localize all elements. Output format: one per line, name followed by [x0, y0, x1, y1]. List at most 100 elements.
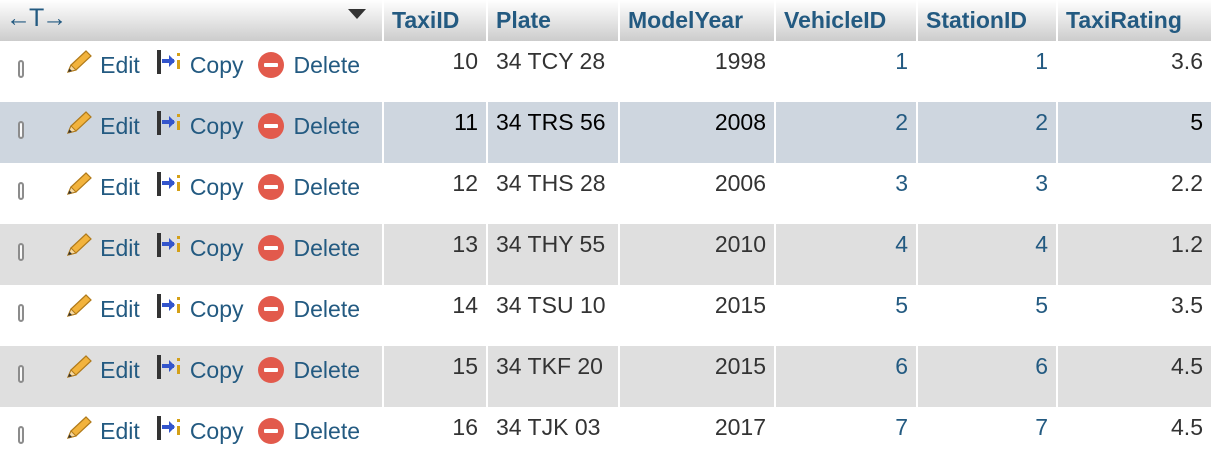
- column-header-modelyear[interactable]: ModelYear: [620, 0, 776, 41]
- copy-link[interactable]: Copy: [154, 48, 244, 82]
- table-row[interactable]: Edit Copy Delete 15 34 TKF 20 2015 6 6 4…: [0, 346, 1213, 407]
- cell-taxiid: 13: [384, 224, 488, 285]
- table-row[interactable]: Edit Copy Delete 11 34 TRS 56 2008 2 2 5: [0, 102, 1213, 163]
- delete-link[interactable]: Delete: [257, 417, 360, 445]
- copy-icon: [154, 109, 184, 143]
- row-actions-cell: Edit Copy Delete: [0, 407, 384, 468]
- table-row[interactable]: Edit Copy Delete 12 34 THS 28 2006 3 3 2…: [0, 163, 1213, 224]
- edit-label: Edit: [100, 51, 140, 78]
- copy-link[interactable]: Copy: [154, 414, 244, 448]
- copy-link[interactable]: Copy: [154, 109, 244, 143]
- pencil-icon: [64, 292, 94, 326]
- row-actions-cell: Edit Copy Delete: [0, 163, 384, 224]
- row-checkbox[interactable]: [18, 120, 25, 139]
- delete-icon: [257, 235, 284, 261]
- copy-link[interactable]: Copy: [154, 292, 244, 326]
- copy-label: Copy: [189, 234, 244, 261]
- cell-vehicleid-link[interactable]: 7: [776, 407, 918, 468]
- cell-vehicleid-link[interactable]: 3: [776, 163, 918, 224]
- copy-icon: [154, 353, 184, 387]
- row-actions-cell: Edit Copy Delete: [0, 285, 384, 346]
- pencil-icon: [64, 231, 94, 265]
- cell-taxirating: 3.6: [1058, 41, 1213, 102]
- cell-vehicleid-link[interactable]: 2: [776, 102, 918, 163]
- cell-taxirating: 2.2: [1058, 163, 1213, 224]
- cell-vehicleid-link[interactable]: 6: [776, 346, 918, 407]
- delete-link[interactable]: Delete: [257, 173, 360, 201]
- copy-link[interactable]: Copy: [154, 170, 244, 204]
- cell-stationid-link[interactable]: 7: [918, 407, 1058, 468]
- cell-modelyear: 2006: [620, 163, 776, 224]
- delete-label: Delete: [293, 112, 360, 139]
- row-checkbox[interactable]: [18, 242, 25, 261]
- cell-plate: 34 TKF 20: [488, 346, 620, 407]
- delete-label: Delete: [293, 173, 360, 200]
- cell-vehicleid-link[interactable]: 1: [776, 41, 918, 102]
- cell-plate: 34 TCY 28: [488, 41, 620, 102]
- cell-stationid-link[interactable]: 3: [918, 163, 1058, 224]
- delete-link[interactable]: Delete: [257, 296, 360, 323]
- cell-vehicleid-link[interactable]: 5: [776, 285, 918, 346]
- table-row[interactable]: Edit Copy Delete 14 34 TSU 10 2015 5 5 3…: [0, 285, 1213, 346]
- delete-link[interactable]: Delete: [257, 235, 360, 262]
- row-checkbox[interactable]: [18, 181, 25, 200]
- column-header-taxirating[interactable]: TaxiRating: [1058, 0, 1213, 41]
- table-row[interactable]: Edit Copy Delete 16 34 TJK 03 2017 7 7 4…: [0, 407, 1213, 468]
- cell-taxirating: 4.5: [1058, 407, 1213, 468]
- edit-label: Edit: [100, 234, 140, 261]
- header-row: ←T→ TaxiID Plate ModelYear VehicleID Sta…: [0, 0, 1213, 41]
- row-actions-cell: Edit Copy Delete: [0, 102, 384, 163]
- copy-link[interactable]: Copy: [154, 353, 244, 387]
- delete-label: Delete: [293, 417, 360, 444]
- delete-link[interactable]: Delete: [257, 356, 360, 384]
- row-checkbox[interactable]: [18, 425, 25, 444]
- table-row[interactable]: Edit Copy Delete 13 34 THY 55 2010 4 4 1…: [0, 224, 1213, 285]
- row-checkbox[interactable]: [18, 303, 25, 322]
- row-actions-cell: Edit Copy Delete: [0, 224, 384, 285]
- cell-taxiid: 11: [384, 102, 488, 163]
- delete-label: Delete: [293, 356, 360, 383]
- edit-label: Edit: [100, 417, 140, 444]
- cell-modelyear: 2008: [620, 102, 776, 163]
- column-header-plate[interactable]: Plate: [488, 0, 620, 41]
- pencil-icon: [64, 414, 94, 448]
- delete-icon: [257, 174, 284, 200]
- cell-vehicleid-link[interactable]: 4: [776, 224, 918, 285]
- edit-link[interactable]: Edit: [64, 109, 140, 143]
- cell-plate: 34 TSU 10: [488, 285, 620, 346]
- cell-modelyear: 2015: [620, 346, 776, 407]
- delete-icon: [257, 357, 284, 383]
- options-dropdown-icon[interactable]: [348, 9, 366, 19]
- cell-stationid-link[interactable]: 6: [918, 346, 1058, 407]
- copy-label: Copy: [189, 112, 244, 139]
- column-header-taxiid[interactable]: TaxiID: [384, 0, 488, 41]
- cell-modelyear: 2017: [620, 407, 776, 468]
- cell-stationid-link[interactable]: 1: [918, 41, 1058, 102]
- cell-modelyear: 2010: [620, 224, 776, 285]
- column-controls-header: ←T→: [0, 0, 384, 41]
- cell-stationid-link[interactable]: 5: [918, 285, 1058, 346]
- cell-taxirating: 5: [1058, 102, 1213, 163]
- edit-link[interactable]: Edit: [64, 170, 140, 204]
- edit-label: Edit: [100, 112, 140, 139]
- cell-stationid-link[interactable]: 2: [918, 102, 1058, 163]
- cell-plate: 34 THY 55: [488, 224, 620, 285]
- pencil-icon: [64, 170, 94, 204]
- column-header-stationid[interactable]: StationID: [918, 0, 1058, 41]
- edit-link[interactable]: Edit: [64, 353, 140, 387]
- copy-link[interactable]: Copy: [154, 231, 244, 265]
- edit-link[interactable]: Edit: [64, 292, 140, 326]
- cell-stationid-link[interactable]: 4: [918, 224, 1058, 285]
- column-resize-arrows-icon[interactable]: ←T→: [6, 4, 67, 32]
- delete-link[interactable]: Delete: [257, 52, 360, 79]
- edit-link[interactable]: Edit: [64, 231, 140, 265]
- delete-link[interactable]: Delete: [257, 112, 360, 140]
- table-row[interactable]: Edit Copy Delete 10 34 TCY 28 1998 1 1 3…: [0, 41, 1213, 102]
- column-header-vehicleid[interactable]: VehicleID: [776, 0, 918, 41]
- row-checkbox[interactable]: [18, 59, 25, 78]
- row-checkbox[interactable]: [18, 364, 25, 383]
- edit-link[interactable]: Edit: [64, 48, 140, 82]
- pencil-icon: [64, 353, 94, 387]
- edit-link[interactable]: Edit: [64, 414, 140, 448]
